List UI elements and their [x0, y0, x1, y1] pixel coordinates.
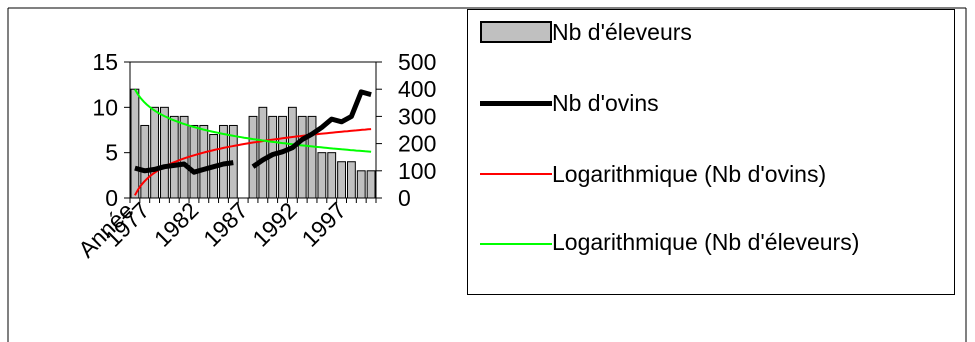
bar-2000	[366, 170, 376, 199]
left-tick-label-0: 0	[105, 185, 118, 211]
legend-label-log-eleveurs: Logarithmique (Nb d'éleveurs)	[552, 229, 860, 255]
bar-1993	[297, 115, 307, 199]
legend-label-eleveurs: Nb d'éleveurs	[552, 19, 692, 45]
bar-1982	[189, 124, 199, 199]
bar-1996	[327, 152, 337, 199]
right-tick-label-200: 200	[398, 131, 436, 157]
bar-1976	[130, 88, 140, 199]
bar-1977	[140, 124, 150, 199]
legend-item-log-ovins: Logarithmique (Nb d'ovins)	[468, 158, 826, 190]
left-tick-label-10: 10	[92, 94, 118, 120]
bar-1995	[317, 152, 327, 199]
bar-1992	[287, 106, 297, 199]
legend-label-ovins: Nb d'ovins	[552, 90, 659, 116]
line-ovins-segment-0	[134, 160, 234, 175]
bar-1983	[199, 124, 209, 199]
legend: Nb d'éleveurs Nb d'ovins Logarithmique (…	[467, 9, 955, 295]
right-tick-label-500: 500	[398, 49, 436, 75]
bar-1989	[258, 106, 268, 199]
bar-1988	[248, 115, 258, 199]
right-tick-label-300: 300	[398, 103, 436, 129]
line-ovins-segment-1	[251, 89, 372, 169]
right-tick-label-100: 100	[398, 158, 436, 184]
bar-1979	[160, 106, 169, 199]
bar-1994	[307, 115, 317, 199]
plot-area: 1510505004003002001000Année1977198219871…	[73, 49, 436, 263]
legend-item-eleveurs: Nb d'éleveurs	[468, 16, 692, 48]
legend-item-ovins: Nb d'ovins	[468, 87, 659, 119]
legend-swatch-black-line	[480, 87, 552, 119]
legend-swatch-red-line	[480, 158, 552, 190]
bar-1999	[356, 170, 366, 199]
x-tick-label-1987: 1987	[198, 197, 253, 252]
x-tick-label-1997: 1997	[297, 197, 352, 252]
legend-label-log-ovins: Logarithmique (Nb d'ovins)	[552, 161, 827, 187]
trendline-ovins	[134, 128, 372, 196]
bar-1997	[337, 161, 346, 199]
trendline-eleveurs	[134, 88, 372, 153]
right-tick-label-400: 400	[398, 76, 436, 102]
bar-1991	[278, 115, 287, 199]
x-tick-label-1992: 1992	[247, 197, 302, 252]
bar-1980	[169, 115, 179, 199]
right-tick-label-0: 0	[398, 185, 411, 211]
left-tick-label-15: 15	[92, 49, 118, 75]
legend-swatch-green-line	[480, 228, 552, 260]
bar-1998	[346, 161, 356, 199]
x-tick-label-1982: 1982	[149, 197, 204, 252]
left-tick-label-5: 5	[105, 140, 118, 166]
bar-1978	[150, 106, 160, 199]
legend-swatch-bar	[480, 16, 552, 48]
legend-item-log-eleveurs: Logarithmique (Nb d'éleveurs)	[468, 228, 932, 260]
